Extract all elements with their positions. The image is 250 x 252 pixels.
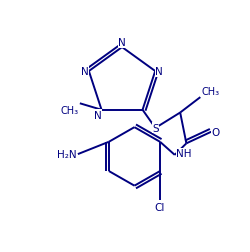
Text: N: N (94, 110, 101, 120)
Text: Cl: Cl (154, 202, 164, 212)
Text: N: N (154, 67, 162, 77)
Text: CH₃: CH₃ (60, 105, 78, 115)
Text: N: N (81, 67, 88, 77)
Text: NH: NH (176, 149, 191, 159)
Text: O: O (210, 127, 218, 137)
Text: CH₃: CH₃ (201, 86, 219, 96)
Text: H₂N: H₂N (56, 149, 76, 160)
Text: S: S (152, 123, 158, 133)
Text: N: N (118, 38, 126, 48)
